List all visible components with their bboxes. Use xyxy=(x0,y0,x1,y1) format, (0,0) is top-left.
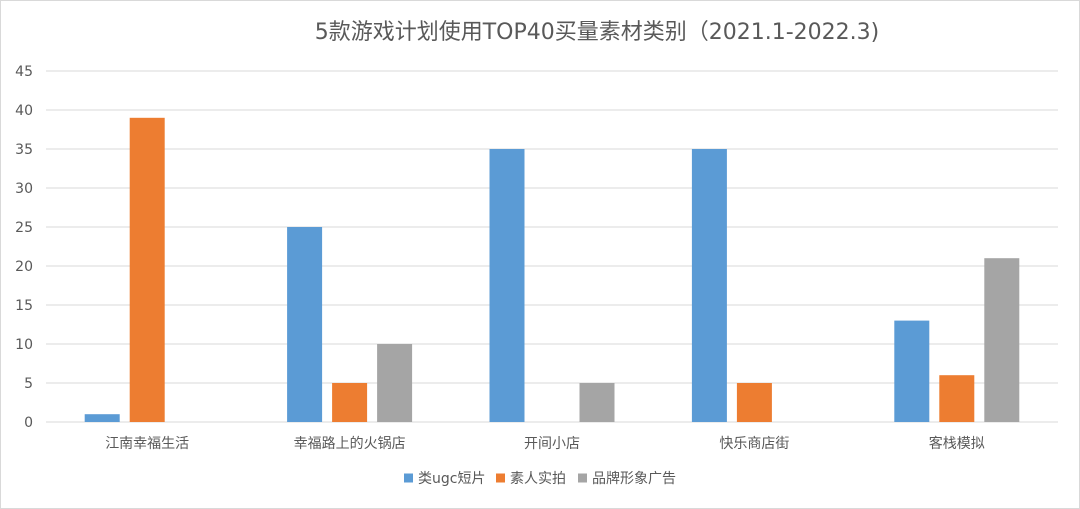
bar-3-3 xyxy=(579,383,615,422)
y-tick-label: 40 xyxy=(15,103,33,119)
bar-1-5 xyxy=(894,320,930,422)
y-tick-label: 0 xyxy=(24,415,33,431)
chart-title: 5款游戏计划使用TOP40买量素材类别（2021.1-2022.3) xyxy=(315,20,880,45)
bars xyxy=(84,117,1020,423)
legend-label: 品牌形象广告 xyxy=(592,470,676,487)
x-axis-categories: 江南幸福生活 幸福路上的火锅店 开间小店 快乐商店街 客栈模拟 xyxy=(105,435,985,452)
bar-3-5 xyxy=(984,258,1020,422)
y-tick-label: 10 xyxy=(15,337,33,353)
legend-swatch xyxy=(578,473,587,483)
bar-2-5 xyxy=(939,375,975,422)
bar-1-3 xyxy=(489,149,525,422)
y-tick-label: 35 xyxy=(15,142,33,158)
x-category-label: 江南幸福生活 xyxy=(105,436,189,452)
legend-label: 类ugc短片 xyxy=(418,471,485,487)
bar-2-2 xyxy=(332,383,368,422)
x-category-label: 开间小店 xyxy=(524,436,580,452)
y-tick-label: 25 xyxy=(15,220,33,236)
bar-1-4 xyxy=(691,149,727,422)
y-axis-ticks: 0 5 10 15 20 25 30 35 40 45 xyxy=(15,64,33,431)
legend: 类ugc短片 素人实拍 品牌形象广告 xyxy=(404,470,676,487)
y-tick-label: 5 xyxy=(24,376,33,392)
legend-swatch xyxy=(496,473,505,483)
bar-1-2 xyxy=(287,227,323,422)
y-tick-label: 20 xyxy=(15,259,33,275)
bar-3-2 xyxy=(377,344,413,422)
bar-2-4 xyxy=(736,383,772,422)
x-category-label: 客栈模拟 xyxy=(929,435,985,452)
x-category-label: 快乐商店街 xyxy=(719,436,789,452)
y-tick-label: 30 xyxy=(15,181,33,197)
bar-1-1 xyxy=(84,414,120,422)
legend-label: 素人实拍 xyxy=(510,471,566,487)
x-category-label: 幸福路上的火锅店 xyxy=(294,436,406,452)
y-tick-label: 45 xyxy=(15,64,33,80)
legend-swatch xyxy=(404,473,413,483)
bar-2-1 xyxy=(129,117,165,423)
gridlines xyxy=(46,70,1058,423)
y-tick-label: 15 xyxy=(15,298,33,314)
